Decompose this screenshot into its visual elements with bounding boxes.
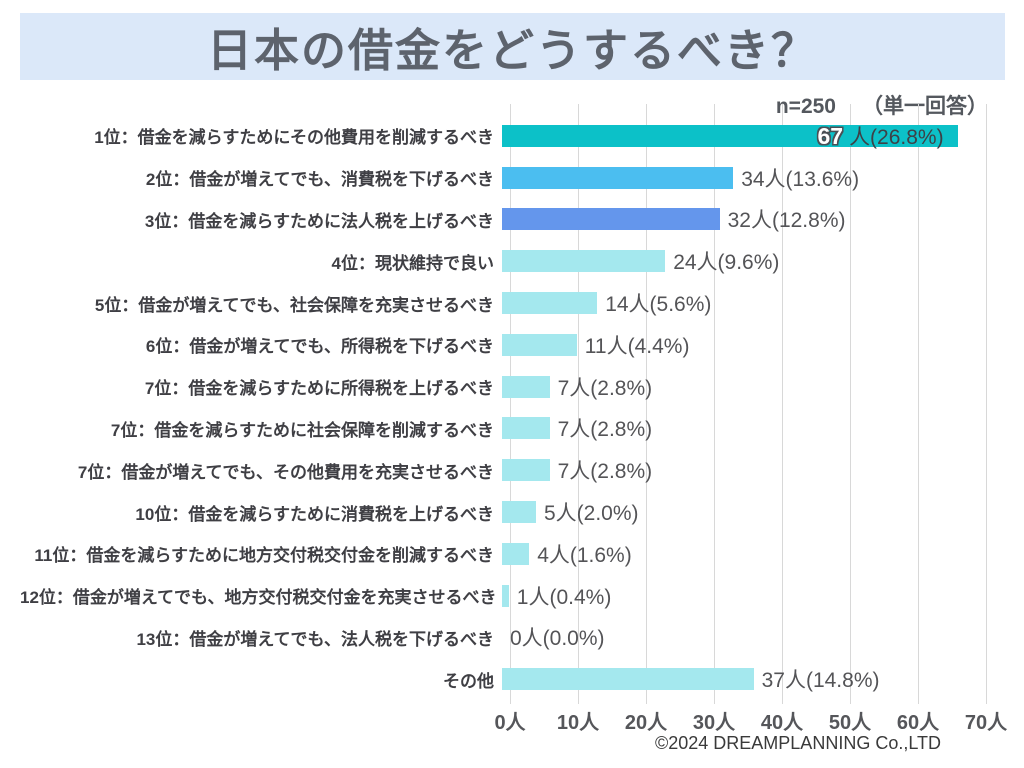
category-label: 2位：借金が増えてでも、消費税を下げるべき: [145, 170, 494, 190]
chart-row: 13位：借金が増えてでも、法人税を下げるべき 0人(0.0%): [20, 617, 1005, 659]
gridline: [510, 104, 511, 704]
value-label-inside: 67 人(26.8%): [817, 121, 957, 151]
chart-row: 7位：借金を減らすために社会保障を削減するべき 7人(2.8%): [20, 408, 1005, 450]
value-label: 32人(12.8%): [727, 209, 846, 233]
answer-type-label: （単一回答）: [862, 95, 988, 118]
chart-row: 6位：借金が増えてでも、所得税を下げるべき 11人(4.4%): [20, 324, 1005, 366]
chart-row: 7位：借金が増えてでも、その他費用を充実させるべき 7人(2.8%): [20, 449, 1005, 491]
page-title: 日本の借金をどうするべき？: [206, 25, 818, 76]
category-label: 7位：借金を減らすために所得税を上げるべき: [144, 379, 494, 399]
plot-cell: 1人(0.4%): [502, 575, 1005, 617]
value-label: 7人(2.8%): [557, 376, 653, 400]
bar: [502, 584, 509, 607]
plot-cell: 7人(2.8%): [502, 366, 1005, 408]
category-label: 7位：借金を減らすために社会保障を削減するべき: [110, 420, 494, 440]
bar: 67 人(26.8%): [502, 123, 958, 149]
plot-cell: 4人(1.6%): [502, 533, 1005, 575]
plot-cell: 32人(12.8%): [502, 199, 1005, 241]
x-axis-tick: 50人: [828, 712, 872, 734]
category-label: 11位：借金を減らすために地方交付税交付金を削減するべき: [34, 546, 494, 566]
x-axis-tick: 10人: [556, 712, 600, 734]
chart-row: 11位：借金を減らすために地方交付税交付金を削減するべき 4人(1.6%): [20, 533, 1005, 575]
plot-cell: 67 人(26.8%): [502, 115, 1005, 157]
plot-cell: 0人(0.0%): [502, 617, 1005, 659]
gridline: [782, 104, 783, 704]
x-axis-tick: 30人: [692, 712, 736, 734]
value-label: 1人(0.4%): [516, 585, 612, 609]
plot-cell: 24人(9.6%): [502, 240, 1005, 282]
plot-cell: 14人(5.6%): [502, 282, 1005, 324]
category-label: 3位：借金を減らすために法人税を上げるべき: [144, 211, 494, 231]
bar: [502, 417, 550, 440]
chart-row: その他 37人(14.8%): [20, 658, 1005, 700]
gridline: [986, 104, 987, 704]
x-axis-tick: 60人: [896, 712, 940, 734]
copyright: ©2024 DREAMPLANNING Co.,LTD: [654, 733, 941, 753]
gridline: [850, 104, 851, 704]
bar: [502, 375, 550, 398]
title-banner: 日本の借金をどうするべき？: [20, 13, 1005, 80]
x-axis: 0人 10人 20人 30人 40人 50人 60人 70人: [20, 706, 1007, 736]
value-label: 4人(1.6%): [537, 543, 632, 567]
gridline: [646, 104, 647, 704]
bar: [502, 333, 577, 356]
bar: [502, 501, 536, 524]
gridline: [578, 104, 579, 704]
value-label: 5人(2.0%): [544, 502, 639, 526]
bar-chart: 1位：借金を減らすためにその他費用を削減するべき 67 人(26.8%) 2位：借金が…: [20, 104, 1007, 768]
value-count: 67: [817, 122, 844, 149]
chart-row: 7位：借金を減らすために所得税を上げるべき 7人(2.8%): [20, 366, 1005, 408]
value-label: 7人(2.8%): [557, 418, 653, 442]
x-axis-tick: 20人: [624, 712, 668, 734]
chart-row: 10位：借金を減らすために消費税を上げるべき 5人(2.0%): [20, 491, 1005, 533]
bar: [502, 208, 720, 231]
value-percentage: 人(26.8%): [849, 125, 944, 149]
bar: [502, 250, 666, 273]
value-label: 7人(2.8%): [557, 460, 653, 484]
plot-cell: 37人(14.8%): [502, 658, 1005, 700]
chart-row: 1位：借金を減らすためにその他費用を削減するべき 67 人(26.8%): [20, 115, 1005, 157]
bar: [502, 166, 734, 189]
plot-cell: 34人(13.6%): [502, 157, 1005, 199]
chart-row: 4位：現状維持で良い 24人(9.6%): [20, 240, 1005, 282]
bar: [502, 668, 754, 691]
bar: [502, 542, 530, 565]
category-label: 10位：借金を減らすために消費税を上げるべき: [135, 504, 494, 524]
chart-row: 12位：借金が増えてでも、地方交付税交付金を充実させるべき 1人(0.4%): [20, 575, 1005, 617]
category-label: その他: [443, 671, 494, 691]
bar: [502, 292, 598, 315]
chart-row: 3位：借金を減らすために法人税を上げるべき 32人(12.8%): [20, 199, 1005, 241]
category-label: 6位：借金が増えてでも、所得税を下げるべき: [145, 337, 494, 357]
category-label: 12位：借金が増えてでも、地方交付税交付金を充実させるべき: [20, 588, 497, 608]
value-label: 34人(13.6%): [741, 167, 860, 191]
plot-cell: 11人(4.4%): [502, 324, 1005, 366]
gridline: [918, 104, 919, 704]
category-label: 13位：借金が増えてでも、法人税を下げるべき: [136, 629, 494, 649]
sample-size-value: n=250: [775, 95, 836, 118]
value-label: 14人(5.6%): [605, 293, 712, 317]
value-label: 24人(9.6%): [673, 251, 780, 275]
category-label: 1位：借金を減らすためにその他費用を削減するべき: [94, 128, 494, 148]
chart-row: 5位：借金が増えてでも、社会保障を充実させるべき 14人(5.6%): [20, 282, 1005, 324]
plot-cell: 7人(2.8%): [502, 408, 1005, 450]
category-label: 4位：現状維持で良い: [331, 253, 494, 273]
category-label: 7位：借金が増えてでも、その他費用を充実させるべき: [77, 462, 494, 482]
value-label: 37人(14.8%): [761, 669, 880, 693]
chart-row: 2位：借金が増えてでも、消費税を下げるべき 34人(13.6%): [20, 157, 1005, 199]
chart-rows: 1位：借金を減らすためにその他費用を削減するべき 67 人(26.8%) 2位：借金が…: [20, 115, 1005, 700]
bar: [502, 459, 550, 482]
plot-cell: 5人(2.0%): [502, 491, 1005, 533]
x-axis-tick: 0人: [494, 712, 526, 734]
plot-cell: 7人(2.8%): [502, 449, 1005, 491]
value-label: 0人(0.0%): [510, 627, 605, 651]
x-axis-tick: 70人: [964, 712, 1008, 734]
gridline: [714, 104, 715, 704]
x-axis-tick: 40人: [760, 712, 804, 734]
sample-size-label: n=250 （単一回答）: [776, 90, 988, 120]
value-label: 11人(4.4%): [584, 334, 690, 358]
category-label: 5位：借金が増えてでも、社会保障を充実させるべき: [94, 295, 494, 315]
